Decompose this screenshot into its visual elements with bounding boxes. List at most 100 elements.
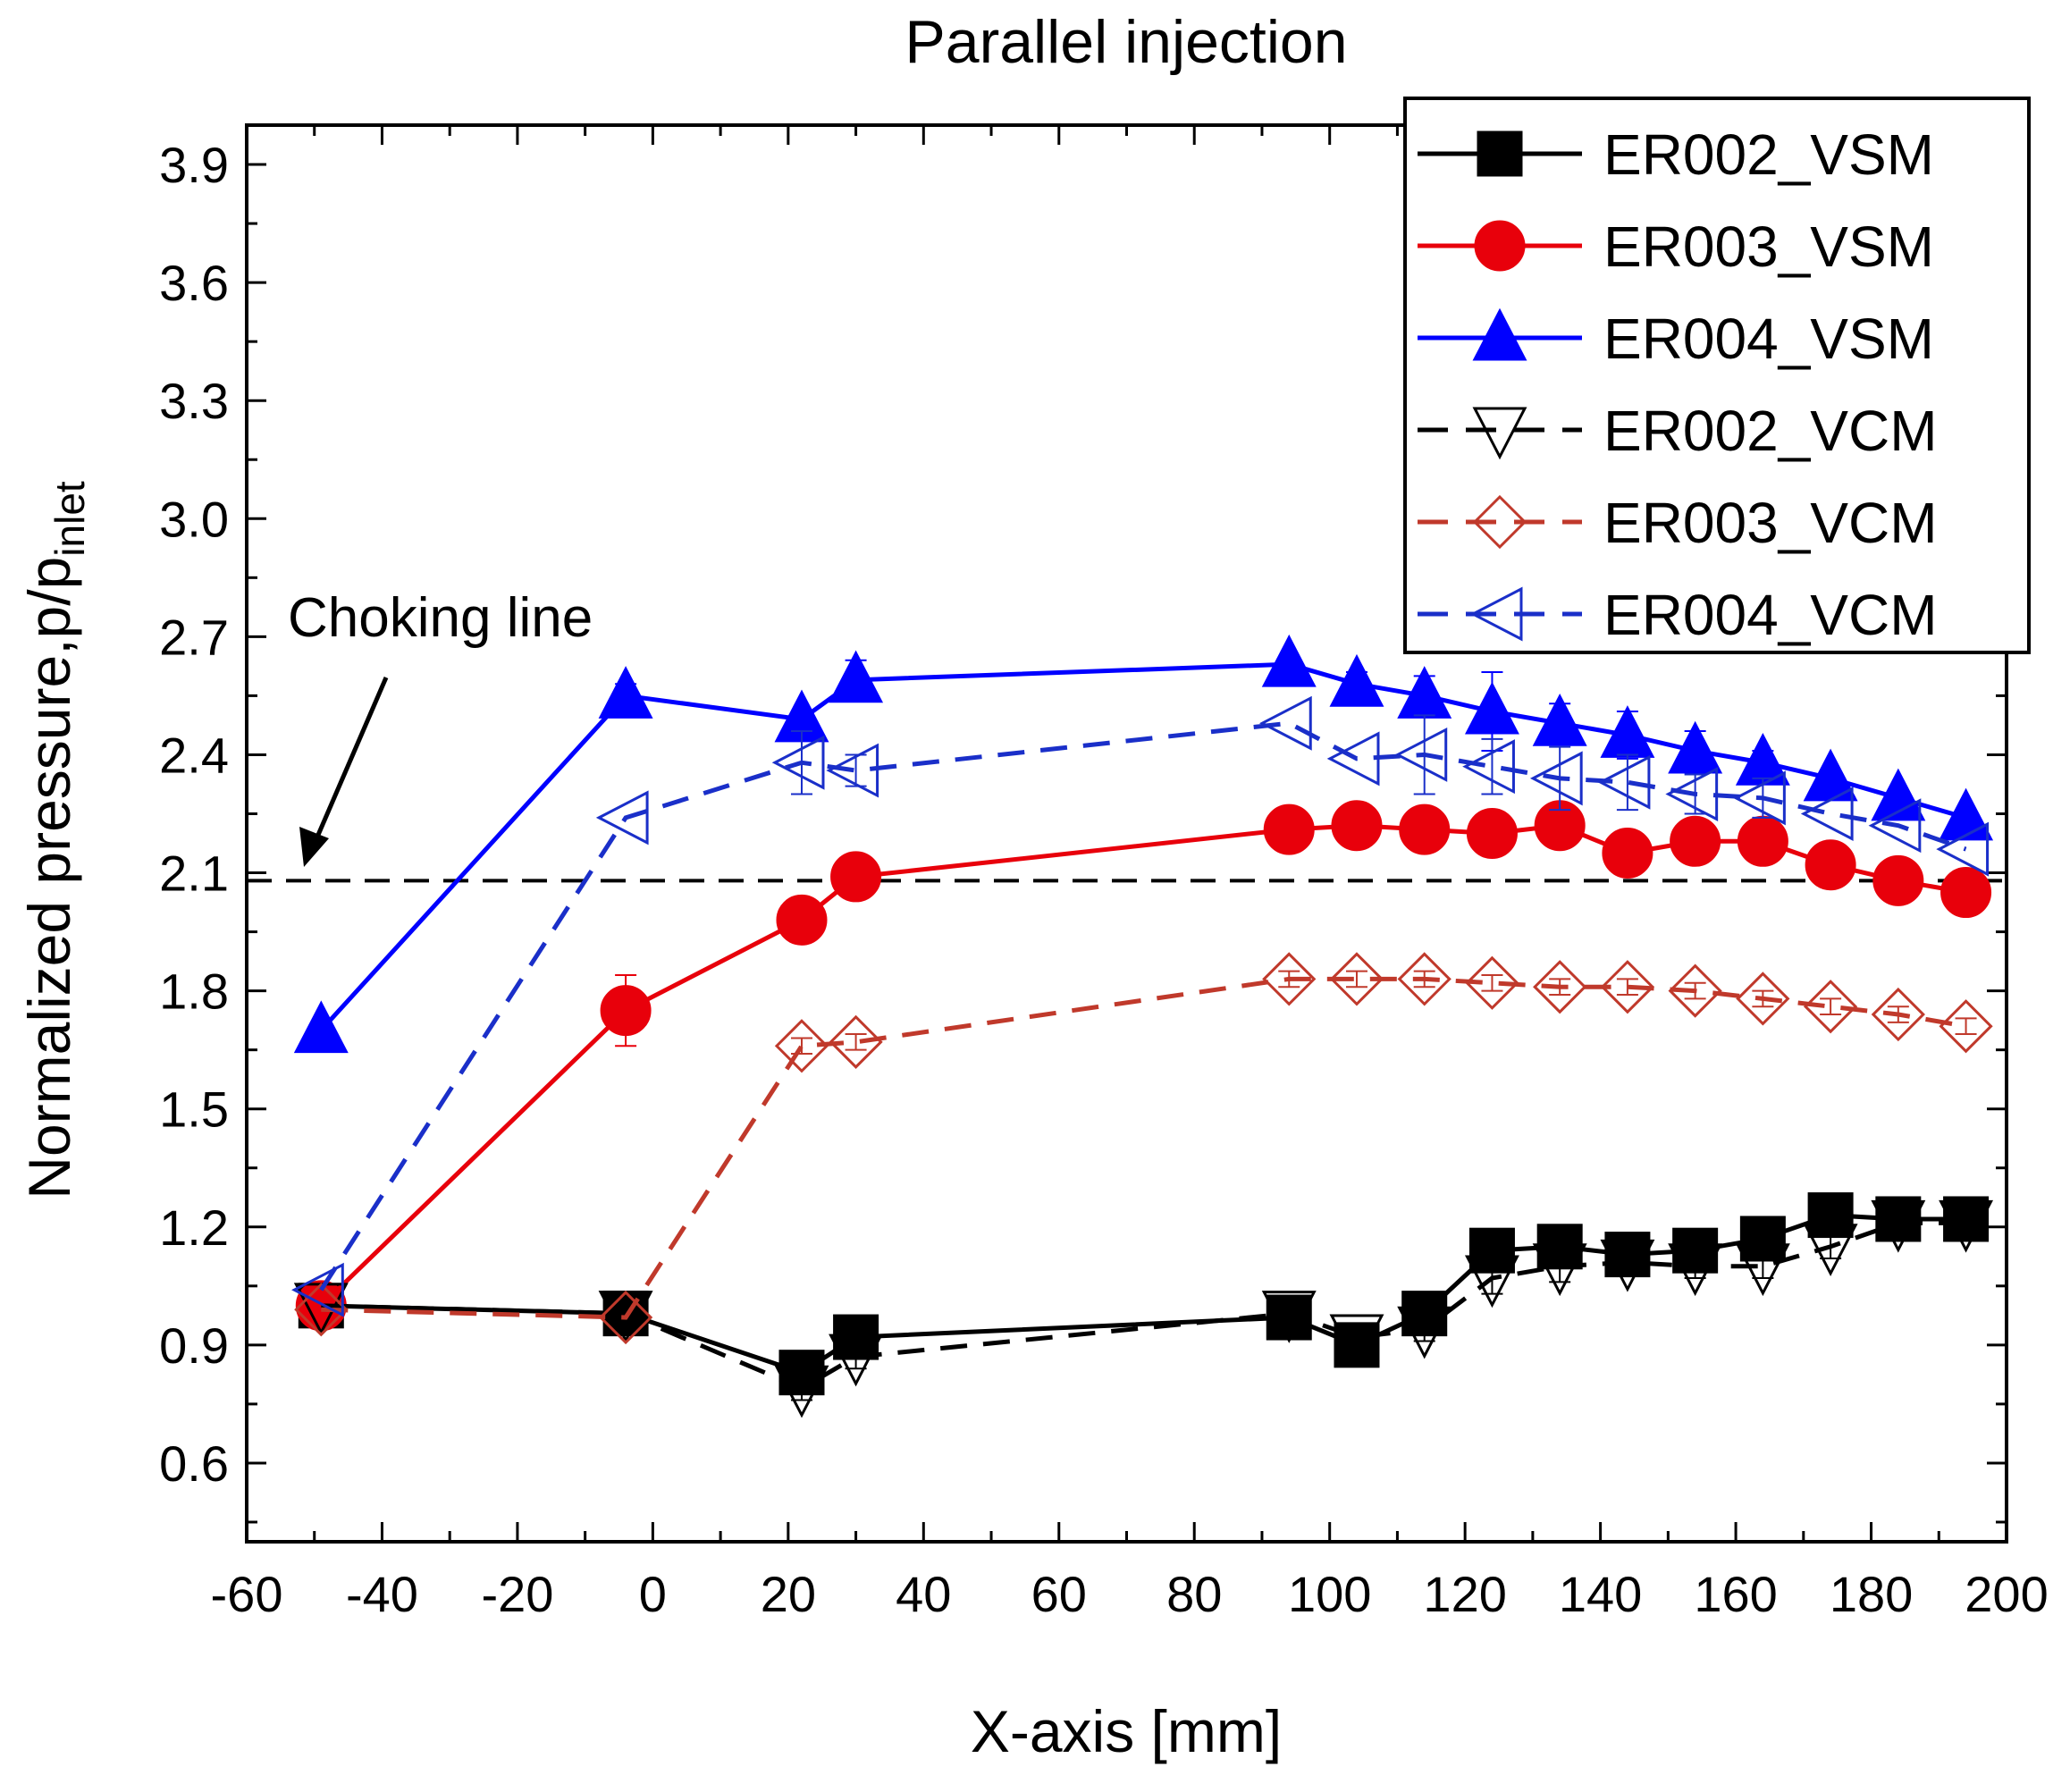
error-bar [1549, 978, 1571, 997]
data-point-er002-vcm [1939, 1199, 1994, 1253]
y-tick-label: 3.6 [159, 255, 229, 311]
x-tick-label: -60 [211, 1566, 283, 1622]
series-line-er003-vsm [319, 823, 1966, 1308]
data-point-er003-vcm [1600, 960, 1655, 1014]
data-point-er003-vcm [1871, 987, 1925, 1042]
data-point-er003-vcm [1465, 955, 1519, 1010]
error-bar [1684, 981, 1706, 1000]
error-bar [1820, 997, 1842, 1016]
legend-box [1403, 97, 2031, 654]
y-tick-label: 0.9 [159, 1317, 229, 1374]
series-er004-vsm [293, 634, 1994, 1054]
data-point-er004-vsm [1668, 720, 1723, 774]
legend-marker [1472, 494, 1527, 550]
data-point-er003-vsm [1940, 867, 1992, 919]
x-tick-label: 0 [639, 1566, 667, 1622]
series-er004-vcm [291, 695, 1990, 1317]
legend-entry-er002-vcm: ER002_VCM [1418, 399, 1938, 463]
data-point-er004-vcm [291, 1262, 344, 1317]
data-point-er004-vsm [1464, 681, 1519, 735]
data-point-er003-vcm [294, 1283, 349, 1337]
data-point-er003-vcm [1262, 952, 1317, 1006]
data-point-er004-vcm [1597, 754, 1651, 810]
error-bar [1955, 1017, 1977, 1036]
data-point-er003-vcm [1668, 963, 1722, 1018]
error-bar [790, 730, 812, 795]
x-tick-label: -40 [346, 1566, 418, 1622]
data-point-er002-vcm [774, 1365, 829, 1418]
data-point-er003-vsm [1331, 800, 1383, 852]
legend-marker [1469, 586, 1523, 642]
legend-label: ER003_VCM [1603, 491, 1938, 555]
x-tick-label: 20 [761, 1566, 816, 1622]
x-tick-label: 100 [1288, 1566, 1371, 1622]
data-point-er002-vcm [1329, 1314, 1384, 1367]
data-point-er004-vcm [1258, 695, 1312, 751]
data-point-er003-vcm [829, 1014, 883, 1069]
x-tick-label: 200 [1965, 1566, 2048, 1622]
y-tick-label: 3.9 [159, 137, 229, 193]
data-point-er004-vcm [826, 743, 879, 798]
series-layer [291, 634, 1994, 1418]
data-point-er004-vcm [1665, 767, 1719, 821]
legend: ER002_VSM ER003_VSM ER004_VSM ER002_VCM ER00… [1403, 97, 2031, 654]
data-point-er004-vsm [1871, 768, 1926, 821]
y-tick-label: 3.3 [159, 373, 229, 429]
x-tick-label: 80 [1166, 1566, 1222, 1622]
series-er003-vsm [295, 800, 1992, 1332]
legend-entry-er004-vsm: ER004_VSM [1418, 307, 1934, 371]
data-point-er003-vcm [1329, 952, 1384, 1006]
error-bar [1345, 970, 1367, 989]
y-tick-label: 1.5 [159, 1081, 229, 1138]
y-tick-label: 1.8 [159, 963, 229, 1020]
series-er003-vcm [294, 952, 1993, 1345]
data-point-er002-vcm [1803, 1224, 1858, 1277]
data-point-er004-vcm [1462, 739, 1515, 795]
data-point-er004-vsm [829, 650, 884, 703]
y-tick-label: 3.0 [159, 491, 229, 547]
data-point-er003-vcm [1939, 999, 1993, 1054]
data-point-er002-vcm [1397, 1306, 1452, 1359]
data-point-er003-vsm [1872, 854, 1924, 906]
data-point-er003-vsm [776, 894, 828, 946]
data-point-er004-vcm [771, 735, 825, 790]
data-point-er003-vcm [1736, 972, 1790, 1026]
data-point-er003-vcm [1397, 952, 1452, 1006]
error-bar [1413, 970, 1435, 989]
y-tick-label: 2.1 [159, 846, 229, 902]
x-tick-label: 60 [1031, 1566, 1087, 1622]
legend-marker [1474, 220, 1526, 272]
legend-label: ER002_VSM [1603, 122, 1934, 187]
data-point-er004-vcm [1394, 727, 1448, 782]
x-tick-label: 180 [1830, 1566, 1913, 1622]
chart-title: Parallel injection [905, 8, 1347, 76]
series-line-er002-vsm [321, 1213, 1966, 1376]
legend-entry-er003-vsm: ER003_VSM [1418, 215, 1934, 279]
data-point-er004-vsm [1261, 634, 1317, 687]
x-tick-label: 140 [1559, 1566, 1642, 1622]
legend-entry-er004-vcm: ER004_VCM [1418, 583, 1938, 647]
data-point-er004-vsm [598, 666, 653, 719]
legend-entry-er003-vcm: ER003_VCM [1418, 491, 1938, 555]
data-point-er004-vcm [1936, 821, 1990, 877]
legend-label: ER004_VCM [1603, 583, 1938, 647]
data-point-er002-vcm [1464, 1255, 1519, 1308]
y-axis-title-subscript: inlet [46, 481, 93, 557]
data-point-er002-vsm [1807, 1192, 1854, 1239]
y-axis-title: Normalized pressure,p/pinlet [16, 481, 93, 1199]
legend-entry-er002-vsm: ER002_VSM [1418, 122, 1934, 187]
data-point-er004-vcm [1868, 798, 1922, 854]
data-point-er003-vcm [1803, 980, 1858, 1034]
data-point-er004-vcm [1326, 731, 1380, 787]
y-tick-label: 0.6 [159, 1435, 229, 1492]
error-bar [1278, 970, 1300, 989]
choking-line-arrow [299, 677, 389, 867]
data-point-er004-vcm [1733, 770, 1786, 826]
error-bar [845, 753, 867, 787]
x-axis-title: X-axis [mm] [971, 1698, 1282, 1764]
data-point-er004-vsm [293, 1000, 349, 1054]
data-point-er002-vcm [1668, 1243, 1723, 1297]
series-er002-vsm [298, 1192, 1990, 1396]
series-er002-vcm [293, 1199, 1994, 1418]
